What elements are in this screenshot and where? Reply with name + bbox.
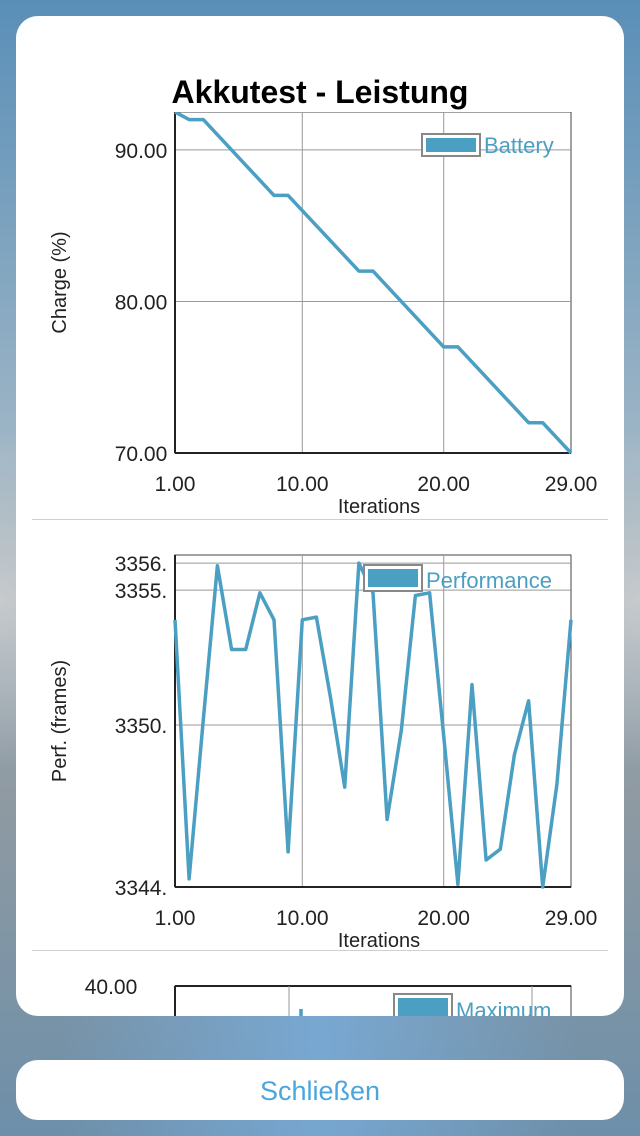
maximum-chart-svg: 40.00 Maximum <box>85 976 572 1016</box>
maximum-chart: 40.00 Maximum <box>16 952 624 1016</box>
x-tick-label: 1.00 <box>155 473 196 496</box>
y-tick-label: 90.00 <box>115 140 168 163</box>
x-tick-label: 20.00 <box>417 907 470 930</box>
legend-swatch <box>426 138 476 152</box>
legend-label: Battery <box>484 133 554 158</box>
series-line <box>173 561 573 889</box>
y-tick-label: 3355. <box>115 580 168 603</box>
series-line <box>174 112 573 455</box>
x-tick-label: 10.00 <box>276 473 329 496</box>
legend-label: Performance <box>426 568 552 593</box>
battery-chart: 70.00 80.00 90.00 1.00 10.00 20.00 29.00 Iterat… <box>16 112 624 522</box>
y-axis-title: Perf. (frames) <box>49 660 71 782</box>
sheet-title: Akkutest - Leistung <box>171 74 469 110</box>
performance-chart-svg: 3344. 3350. 3355. 3356. 1.00 10.00 20.00 29.00 I… <box>49 553 598 950</box>
x-tick-label: 29.00 <box>545 907 598 930</box>
y-tick-label: 70.00 <box>115 443 168 466</box>
legend-swatch <box>398 998 448 1016</box>
x-tick-label: 20.00 <box>417 473 470 496</box>
y-tick-label: 40.00 <box>85 976 138 999</box>
y-tick-label: 80.00 <box>115 291 168 314</box>
chart-divider <box>32 950 608 951</box>
x-tick-label: 10.00 <box>276 907 329 930</box>
legend-swatch <box>368 569 418 587</box>
battery-chart-svg: 70.00 80.00 90.00 1.00 10.00 20.00 29.00 Iterat… <box>49 112 598 518</box>
results-sheet: Akkutest - Leistung 70.00 80.00 90.00 1.00 1… <box>16 16 624 1016</box>
y-axis-title: Charge (%) <box>49 231 71 333</box>
x-tick-label: 29.00 <box>545 473 598 496</box>
y-tick-label: 3344. <box>115 877 168 900</box>
legend-label: Maximum <box>456 998 551 1016</box>
x-axis-title: Iterations <box>338 496 420 518</box>
chart-divider <box>32 519 608 520</box>
x-tick-label: 1.00 <box>155 907 196 930</box>
close-button[interactable]: Schließen <box>16 1060 624 1120</box>
plot-frame <box>174 112 572 454</box>
performance-chart: 3344. 3350. 3355. 3356. 1.00 10.00 20.00 29.00 I… <box>16 524 624 950</box>
y-tick-label: 3356. <box>115 553 168 576</box>
y-tick-label: 3350. <box>115 715 168 738</box>
x-axis-title: Iterations <box>338 930 420 950</box>
